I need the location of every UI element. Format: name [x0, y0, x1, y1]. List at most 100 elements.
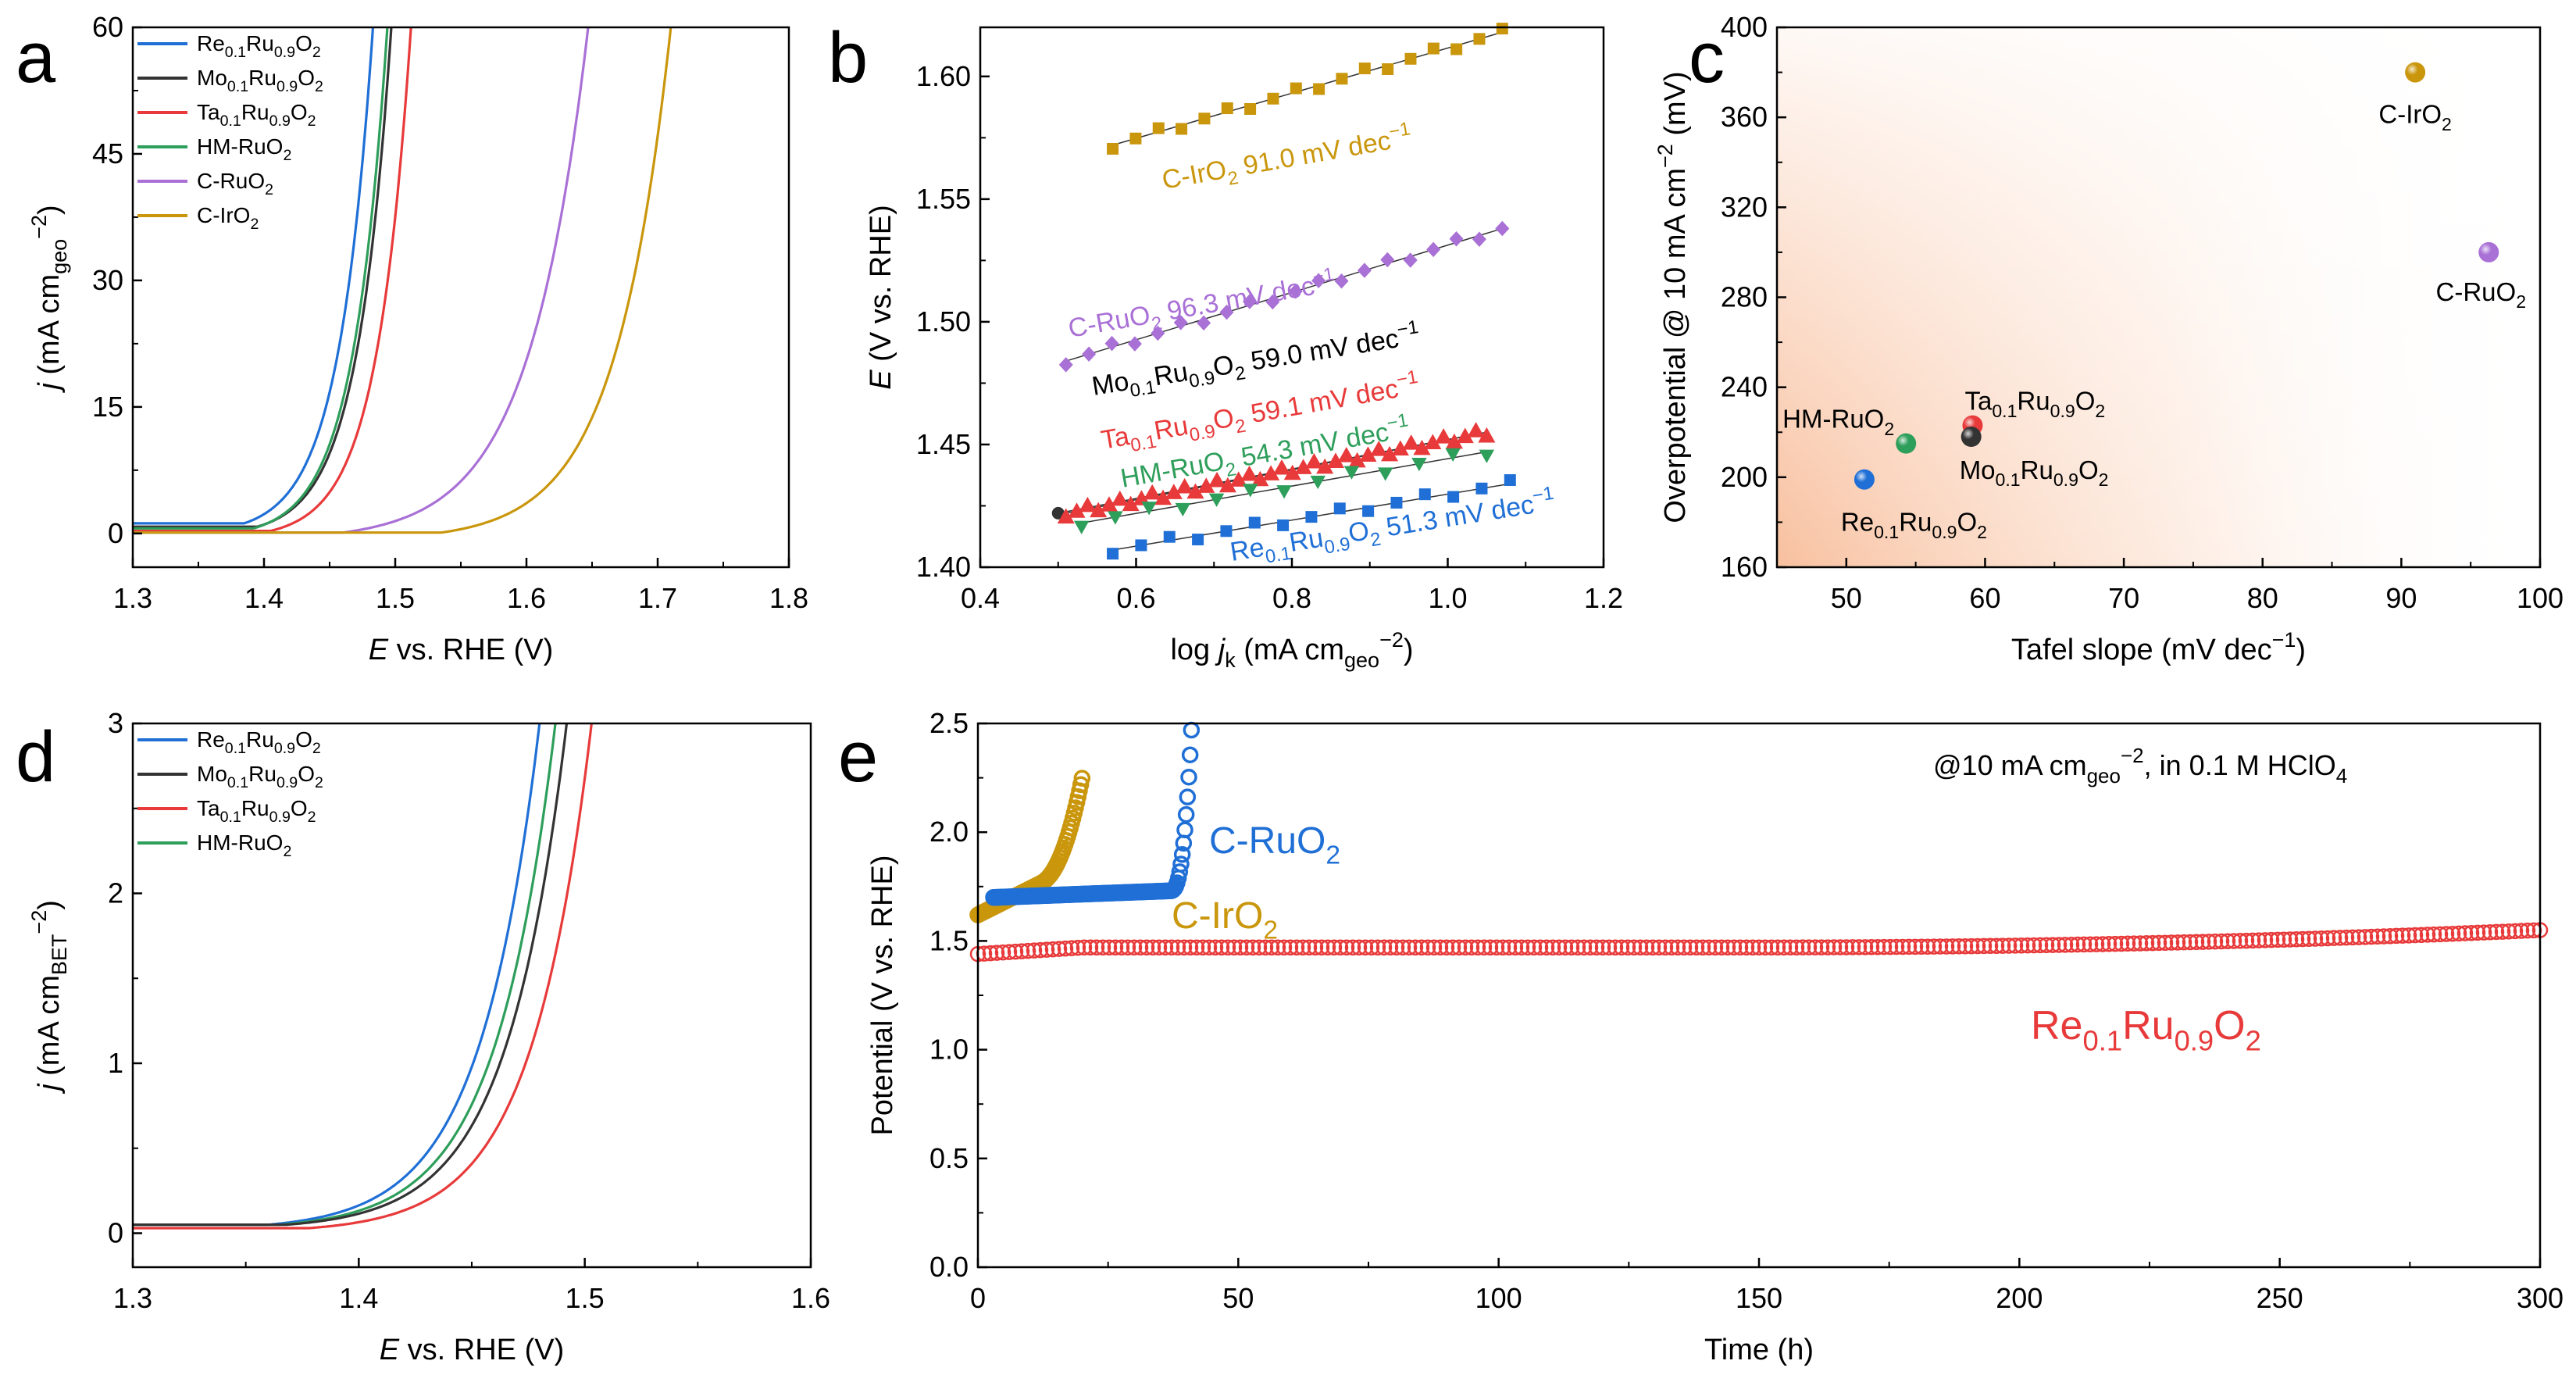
- data-point-stable: [2000, 938, 2018, 954]
- data-point-Mo: [1051, 506, 1065, 520]
- data-point-stable: [1738, 939, 1755, 956]
- data-point-CIr: [1496, 23, 1508, 35]
- data-point-stable: [1657, 939, 1674, 956]
- data-point-stable: [1807, 939, 1824, 955]
- data-point-stable: [1544, 939, 1561, 956]
- data-point-stable: [1238, 939, 1255, 956]
- x-tick-label: 80: [2247, 582, 2278, 614]
- data-point-stable: [1232, 939, 1249, 956]
- data-point-stable: [1313, 939, 1330, 956]
- data-point-CRu: [1127, 336, 1142, 352]
- data-point-stable: [1950, 938, 1968, 955]
- data-point-stable: [1169, 939, 1186, 956]
- data-point-CRu: [1219, 304, 1234, 320]
- plot-frame: [979, 26, 1605, 569]
- data-point-CIr: [1427, 42, 1440, 55]
- data-point-stable: [2050, 937, 2068, 953]
- y-tick-label: 1.40: [916, 551, 971, 583]
- data-point-stable: [2019, 937, 2036, 954]
- data-point-stable: [1794, 939, 1811, 955]
- data-point-stable: [2413, 927, 2430, 943]
- data-point-stable: [1600, 939, 1618, 956]
- data-point-stable: [1151, 939, 1168, 956]
- data-point-stable: [1607, 939, 1624, 956]
- data-point-stable: [2032, 937, 2049, 954]
- data-point-stable: [1582, 939, 1599, 956]
- x-tick-label: 1.2: [1584, 582, 1623, 614]
- data-point-stable: [1863, 939, 1880, 955]
- data-point-stable: [1663, 939, 1680, 956]
- data-point-stable: [1832, 939, 1849, 955]
- data-point-stable: [1825, 939, 1843, 955]
- data-point-stable: [2375, 928, 2392, 945]
- y-axis-label: j (mA cmgeo−2): [27, 205, 71, 393]
- data-point-CIr: [1404, 52, 1417, 65]
- data-point-stable: [1750, 939, 1768, 956]
- data-point-stable: [1538, 939, 1555, 956]
- y-tick-label: 1.45: [916, 428, 971, 460]
- data-point-stable: [1844, 939, 1861, 955]
- data-point-stable: [1469, 939, 1486, 956]
- data-point-Ta: [1111, 490, 1129, 506]
- data-point-stable: [2225, 933, 2242, 949]
- y-tick-label: 320: [1721, 191, 1768, 223]
- data-point-stable: [1700, 939, 1718, 956]
- data-point-c-ruo2: [1179, 788, 1197, 805]
- data-point-Re: [1192, 534, 1204, 546]
- data-point-stable: [2057, 937, 2074, 953]
- data-point-HM: [1310, 475, 1325, 490]
- data-point-stable: [2332, 930, 2349, 946]
- data-point-Ta: [1435, 428, 1453, 444]
- data-point-stable: [1350, 939, 1368, 956]
- data-point-stable: [2300, 930, 2317, 947]
- data-point-stable: [1782, 939, 1799, 955]
- data-point-Re: [1163, 530, 1176, 543]
- y-tick-label: 1.50: [916, 305, 971, 338]
- x-tick-label: 1.6: [507, 582, 546, 614]
- data-point-stable: [1119, 939, 1136, 956]
- data-point-stable: [1763, 939, 1780, 955]
- data-point-CIr: [1313, 83, 1325, 95]
- data-point-stable: [2419, 927, 2436, 943]
- data-point-Re: [1475, 482, 1488, 495]
- data-point-stable: [2200, 934, 2217, 950]
- data-point-stable: [1407, 939, 1424, 956]
- data-point-stable: [1082, 939, 1099, 956]
- data-point-CIr: [1152, 122, 1165, 134]
- data-point-Ta: [1402, 434, 1420, 450]
- data-point-stable: [2325, 930, 2342, 946]
- legend-label-HM: HM-RuO2​: [197, 134, 291, 164]
- data-point-Ta: [1057, 508, 1075, 524]
- series-line-CIr: [133, 27, 673, 534]
- data-point-Ta: [1467, 422, 1485, 438]
- data-point-Ta: [1122, 495, 1140, 512]
- data-point-Ta: [1251, 470, 1269, 487]
- data-point-Ta: [1208, 471, 1226, 488]
- data-point-stable: [2450, 925, 2467, 942]
- panel-label-b: b: [828, 18, 868, 98]
- data-point-stable: [1332, 939, 1349, 956]
- data-point-stable: [1432, 939, 1449, 956]
- y-tick-label: 1.55: [916, 183, 971, 215]
- data-point-stable: [994, 944, 1011, 961]
- data-point-stable: [1007, 943, 1024, 960]
- data-point-stable: [1026, 942, 1043, 959]
- data-point-stable: [1338, 939, 1355, 956]
- data-point-stable: [1619, 939, 1636, 956]
- data-point-Ta: [1283, 464, 1301, 480]
- data-point-stable: [2075, 936, 2093, 953]
- data-point-stable: [1201, 939, 1218, 956]
- data-point-stable: [1263, 939, 1280, 956]
- x-axis-label: Time (h): [1704, 1334, 1814, 1366]
- data-point-CRu: [1334, 273, 1349, 289]
- data-point-CRu: [1058, 357, 1073, 373]
- x-tick-label: 50: [1831, 582, 1862, 614]
- data-point-stable: [1675, 939, 1693, 956]
- y-tick-label: 2.5: [929, 707, 969, 739]
- data-point-stable: [1319, 939, 1336, 956]
- data-point-stable: [1775, 939, 1793, 955]
- data-point-stable: [2113, 935, 2130, 952]
- data-point-CIr: [1221, 102, 1233, 115]
- data-point-stable: [1669, 939, 1686, 956]
- data-point-Re: [1447, 491, 1460, 503]
